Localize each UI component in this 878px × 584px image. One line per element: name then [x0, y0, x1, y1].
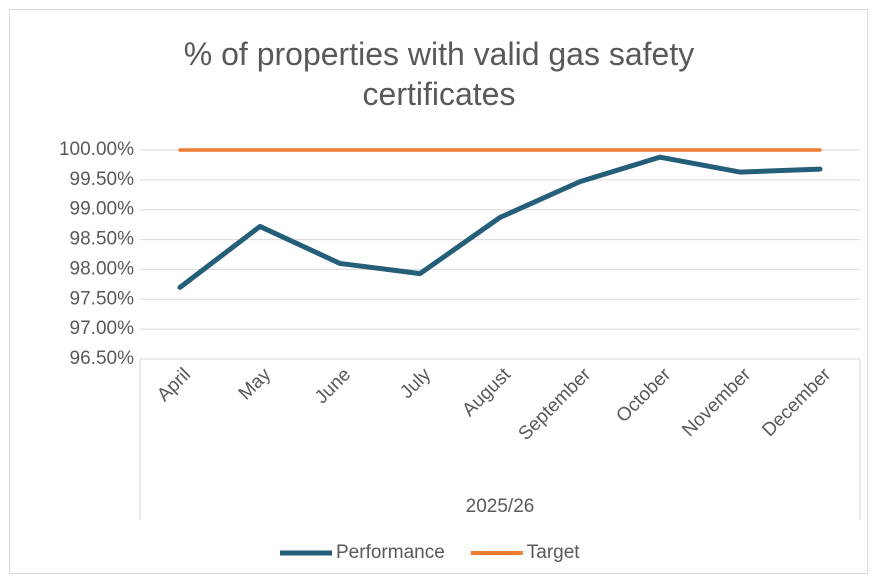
y-tick-label: 98.00%: [70, 258, 135, 279]
y-tick-label: 96.50%: [70, 348, 135, 369]
chart-title: % of properties with valid gas safety ce…: [183, 36, 695, 112]
y-tick-label: 99.00%: [70, 199, 135, 220]
y-tick-label: 97.50%: [70, 288, 135, 309]
chart-border: [9, 9, 868, 574]
legend-label: Performance: [336, 542, 445, 563]
y-tick-label: 100.00%: [59, 139, 134, 160]
y-tick-label: 99.50%: [70, 169, 135, 190]
y-tick-label: 98.50%: [70, 229, 135, 250]
legend-label: Target: [527, 542, 581, 563]
y-tick-label: 97.00%: [70, 318, 135, 339]
series-line: [177, 154, 823, 290]
x-axis-label: 2025/26: [466, 496, 535, 517]
